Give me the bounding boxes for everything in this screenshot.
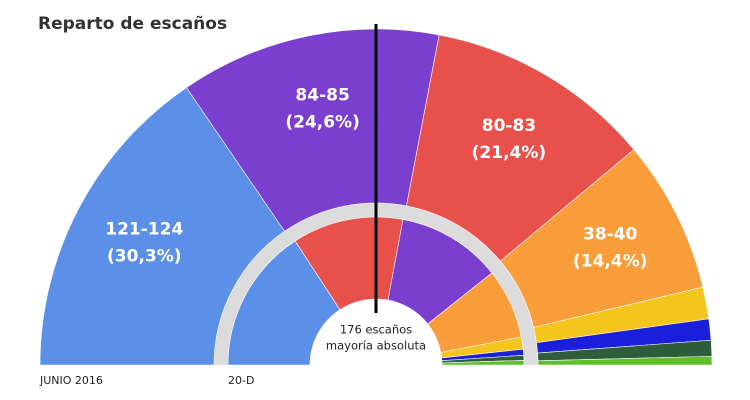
segment <box>39 87 286 366</box>
chart-title: Reparto de escaños <box>38 14 227 34</box>
value-label: (24,6%) <box>285 112 360 132</box>
seat-label: 80-83 <box>482 116 536 136</box>
segment <box>537 356 713 366</box>
segment <box>406 34 635 262</box>
value-label: (21,4%) <box>472 143 547 163</box>
segment <box>227 240 341 366</box>
seat-label: 84-85 <box>295 85 349 105</box>
seat-label: 121-124 <box>105 220 183 240</box>
ring-label: 20-D <box>228 374 254 387</box>
segment <box>441 360 525 366</box>
value-label: (14,4%) <box>573 252 648 272</box>
seat-label: 38-40 <box>583 225 638 245</box>
annotation: 176 escaños <box>340 323 412 337</box>
annotation: mayoría absoluta <box>326 339 426 353</box>
value-label: (30,3%) <box>107 247 182 267</box>
ring-label: JUNIO 2016 <box>39 374 103 387</box>
